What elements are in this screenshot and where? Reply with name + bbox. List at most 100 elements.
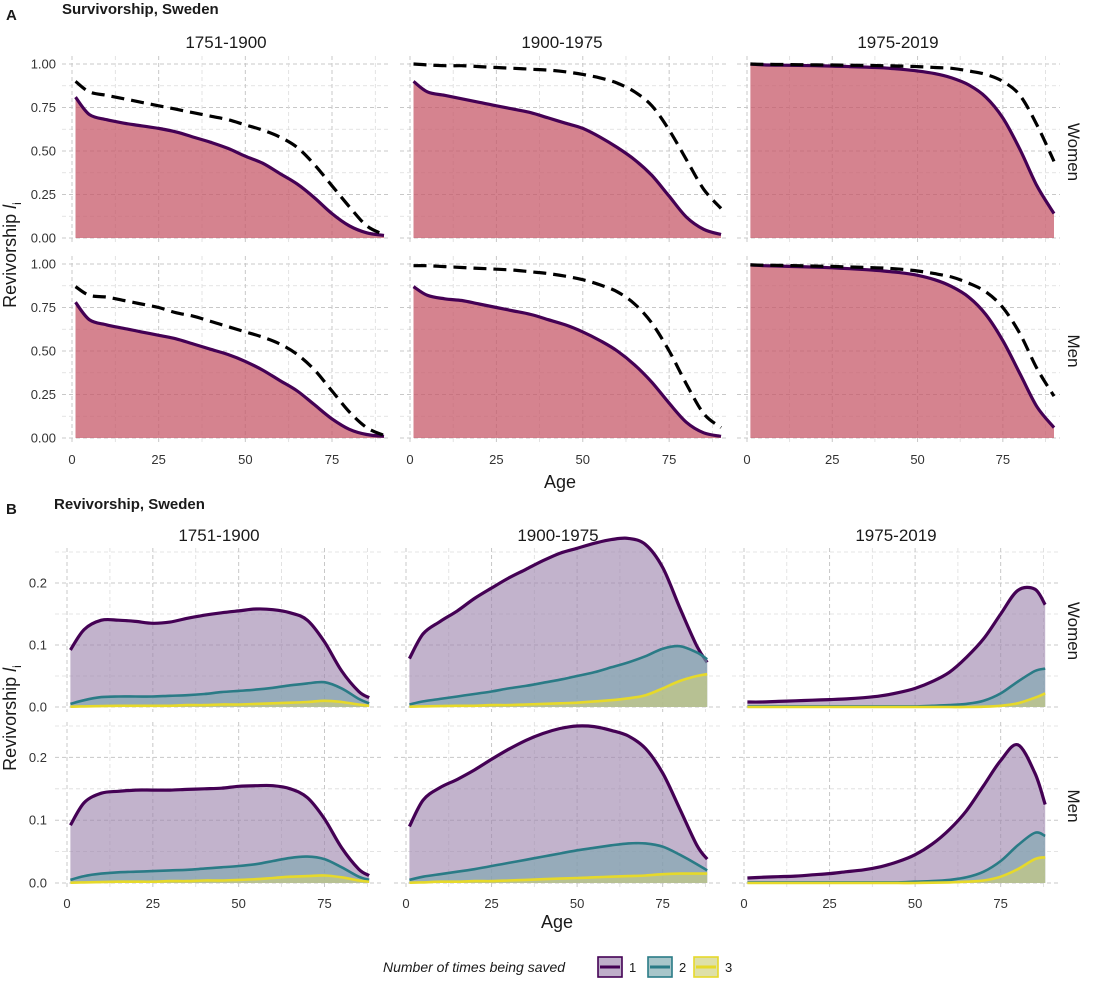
- panel-b-letter: B: [6, 501, 17, 518]
- survivorship-area: [75, 97, 384, 238]
- y-tick-label: 0.75: [31, 300, 56, 315]
- legend-label: 3: [725, 960, 732, 975]
- x-tick-label: 50: [570, 896, 584, 911]
- survivorship-area: [413, 81, 721, 239]
- y-tick-label: 0.2: [29, 750, 47, 765]
- series-3-area: [409, 873, 708, 883]
- legend-item-3: 3: [693, 956, 732, 978]
- x-tick-label: 25: [146, 896, 160, 911]
- x-tick-label: 0: [68, 452, 75, 467]
- facet-b-women-1975-2019: [732, 548, 1058, 712]
- survivorship-line: [412, 285, 722, 438]
- series-3-line: [409, 672, 708, 708]
- reference-dashed-line: [74, 285, 385, 437]
- panel-a-letter: A: [6, 7, 17, 24]
- series-1-line: [69, 783, 370, 877]
- legend-item-2: 2: [647, 956, 686, 978]
- x-tick-label: 0: [63, 896, 70, 911]
- x-tick-label: 75: [317, 896, 331, 911]
- x-tick-label: 75: [996, 452, 1010, 467]
- facet-b-women-1751-1900: 0.0 0.1 0.2: [29, 548, 382, 715]
- series-1-line: [69, 607, 370, 700]
- reference-dashed-line: [74, 80, 385, 236]
- x-tick-label: 50: [908, 896, 922, 911]
- facet-b-men-1975-2019: 0 25 50 75: [732, 722, 1058, 911]
- panel-a-y-axis-title: Revivorship li: [0, 202, 24, 308]
- series-2-area: [70, 681, 370, 707]
- panel-a-strip-row-women: Women: [1064, 123, 1083, 181]
- legend-label: 1: [629, 960, 636, 975]
- y-tick-label: 0.25: [31, 387, 56, 402]
- x-tick-label: 50: [576, 452, 590, 467]
- series-1-line: [747, 585, 1047, 704]
- legend: Number of times being saved 1 2 3: [383, 956, 732, 978]
- facet-b-women-1900-1975: [394, 536, 720, 712]
- series-1-line: [747, 742, 1047, 880]
- x-tick-label: 50: [231, 896, 245, 911]
- series-1-line: [407, 724, 709, 861]
- y-tick-label: 0.50: [31, 344, 56, 359]
- facet-a-women-1975-2019: [737, 56, 1060, 244]
- x-tick-label: 75: [325, 452, 339, 467]
- panel-b-y-axis-title: Revivorship li: [0, 665, 24, 771]
- x-tick-label: 0: [743, 452, 750, 467]
- y-tick-label: 0.1: [29, 638, 47, 653]
- facet-b-men-1751-1900: 0.0 0.1 0.2 0 25 50 75: [29, 722, 382, 911]
- reference-dashed-line: [413, 264, 723, 429]
- panel-b-strip-col-1: 1751-1900: [178, 526, 259, 545]
- x-tick-label: 25: [151, 452, 165, 467]
- y-tick-label: 1.00: [31, 257, 56, 272]
- series-3-area: [70, 700, 370, 707]
- x-tick-label: 25: [489, 452, 503, 467]
- x-tick-label: 25: [822, 896, 836, 911]
- series-3-line: [747, 856, 1046, 885]
- panel-a-strip-col-3: 1975-2019: [857, 33, 938, 52]
- survivorship-area: [750, 264, 1054, 438]
- legend-item-1: 1: [597, 956, 636, 978]
- x-tick-label: 25: [484, 896, 498, 911]
- series-2-area: [409, 843, 708, 883]
- series-3-line: [70, 874, 370, 884]
- series-2-line: [409, 841, 708, 882]
- series-2-line: [70, 855, 370, 882]
- series-2-line: [70, 680, 370, 706]
- series-3-line: [409, 872, 708, 884]
- x-tick-label: 0: [740, 896, 747, 911]
- reference-dashed-line: [750, 263, 1056, 398]
- series-3-area: [747, 857, 1046, 884]
- panel-a-facets: 0.00 0.25 0.50 0.75 1.00 0.00 0.25 0.50 0.75 1.00…: [31, 56, 1060, 467]
- y-tick-label: 0.75: [31, 100, 56, 115]
- series-1-area: [747, 744, 1046, 883]
- y-tick-label: 0.0: [29, 876, 47, 891]
- x-tick-label: 25: [825, 452, 839, 467]
- x-tick-label: 50: [238, 452, 252, 467]
- y-tick-label: 1.00: [31, 57, 56, 72]
- series-1-line: [407, 536, 709, 664]
- x-tick-label: 75: [655, 896, 669, 911]
- panel-b-strip-col-3: 1975-2019: [855, 526, 936, 545]
- y-tick-label: 0.00: [31, 431, 56, 446]
- legend-items: 1 2 3: [597, 956, 732, 978]
- series-3-line: [747, 692, 1046, 709]
- survivorship-line: [74, 96, 385, 237]
- facet-a-men-1975-2019: 0 25 50 75: [737, 256, 1060, 467]
- facet-a-men-1900-1975: 0 25 50 75: [400, 256, 727, 467]
- x-tick-label: 75: [662, 452, 676, 467]
- panel-b-title: Revivorship, Sweden: [54, 496, 205, 513]
- y-tick-label: 0.0: [29, 700, 47, 715]
- y-tick-label: 0.2: [29, 576, 47, 591]
- survivorship-area: [750, 64, 1054, 238]
- panel-b-facets: 0.0 0.1 0.2 0.0 0.1 0.2 0 25 50 75 0 25 50 75 0 25 50 75: [29, 536, 1058, 911]
- survivorship-area: [413, 286, 721, 438]
- panel-a-title: Survivorship, Sweden: [62, 1, 219, 18]
- series-3-area: [747, 693, 1046, 708]
- panel-a-x-axis-title: Age: [544, 472, 576, 492]
- facet-a-men-1751-1900: 0.00 0.25 0.50 0.75 1.00 0 25 50 75: [31, 256, 390, 467]
- panel-b-x-axis-title: Age: [541, 912, 573, 932]
- x-tick-label: 75: [993, 896, 1007, 911]
- panel-a-strip-col-2: 1900-1975: [521, 33, 602, 52]
- x-tick-label: 0: [402, 896, 409, 911]
- survivorship-line: [74, 301, 385, 438]
- reference-dashed-line: [413, 62, 723, 210]
